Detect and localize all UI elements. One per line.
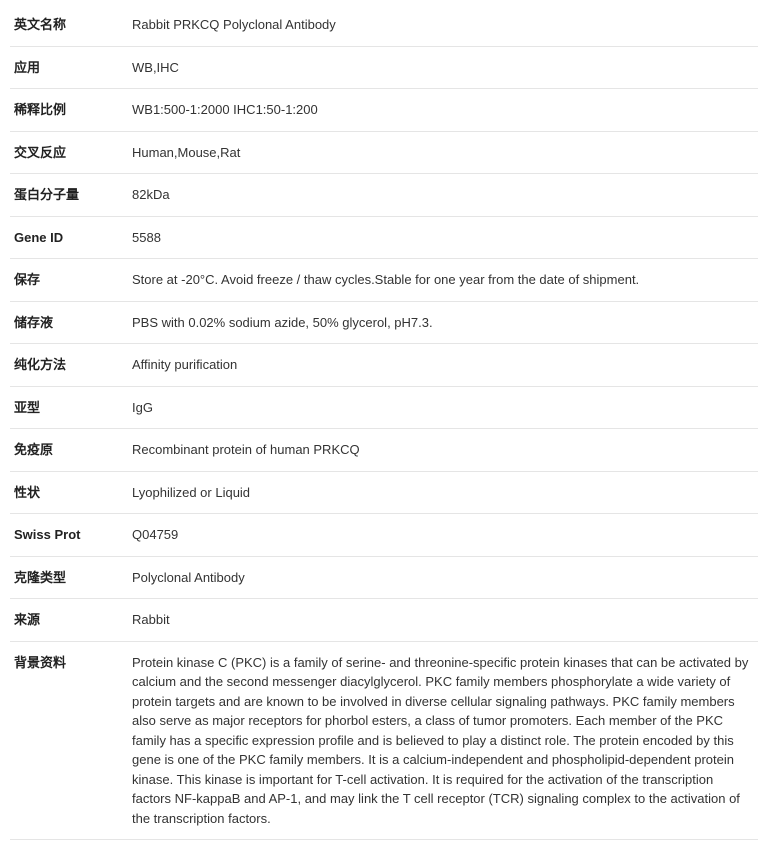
table-row: 来源Rabbit <box>10 599 758 642</box>
row-label: 储存液 <box>10 301 128 344</box>
row-value: Human,Mouse,Rat <box>128 131 758 174</box>
table-row: Gene ID5588 <box>10 216 758 259</box>
row-label: 蛋白分子量 <box>10 174 128 217</box>
table-row: 蛋白分子量82kDa <box>10 174 758 217</box>
table-row: 储存液PBS with 0.02% sodium azide, 50% glyc… <box>10 301 758 344</box>
table-row: 背景资料Protein kinase C (PKC) is a family o… <box>10 641 758 840</box>
row-label: 纯化方法 <box>10 344 128 387</box>
row-label: 保存 <box>10 259 128 302</box>
table-row: 免疫原Recombinant protein of human PRKCQ <box>10 429 758 472</box>
row-label: 性状 <box>10 471 128 514</box>
row-value: Store at -20°C. Avoid freeze / thaw cycl… <box>128 259 758 302</box>
row-label: 稀释比例 <box>10 89 128 132</box>
table-row: 英文名称Rabbit PRKCQ Polyclonal Antibody <box>10 4 758 46</box>
row-value: Recombinant protein of human PRKCQ <box>128 429 758 472</box>
table-row: 交叉反应Human,Mouse,Rat <box>10 131 758 174</box>
row-label: 来源 <box>10 599 128 642</box>
table-row: 克隆类型Polyclonal Antibody <box>10 556 758 599</box>
row-value: 5588 <box>128 216 758 259</box>
table-row: 性状Lyophilized or Liquid <box>10 471 758 514</box>
row-value: WB1:500-1:2000 IHC1:50-1:200 <box>128 89 758 132</box>
table-row: 应用WB,IHC <box>10 46 758 89</box>
row-value: Lyophilized or Liquid <box>128 471 758 514</box>
table-row: 稀释比例WB1:500-1:2000 IHC1:50-1:200 <box>10 89 758 132</box>
row-value: Affinity purification <box>128 344 758 387</box>
row-value: PBS with 0.02% sodium azide, 50% glycero… <box>128 301 758 344</box>
table-row: Swiss ProtQ04759 <box>10 514 758 557</box>
row-label: 免疫原 <box>10 429 128 472</box>
row-value: Rabbit PRKCQ Polyclonal Antibody <box>128 4 758 46</box>
row-value: 82kDa <box>128 174 758 217</box>
table-row: 保存Store at -20°C. Avoid freeze / thaw cy… <box>10 259 758 302</box>
row-label: 克隆类型 <box>10 556 128 599</box>
row-value: Protein kinase C (PKC) is a family of se… <box>128 641 758 840</box>
row-label: 背景资料 <box>10 641 128 840</box>
table-row: 亚型IgG <box>10 386 758 429</box>
row-value: WB,IHC <box>128 46 758 89</box>
spec-table-body: 英文名称Rabbit PRKCQ Polyclonal Antibody 应用W… <box>10 4 758 840</box>
row-label: 应用 <box>10 46 128 89</box>
row-label: 交叉反应 <box>10 131 128 174</box>
row-label: 亚型 <box>10 386 128 429</box>
row-label: 英文名称 <box>10 4 128 46</box>
row-label: Swiss Prot <box>10 514 128 557</box>
row-value: Rabbit <box>128 599 758 642</box>
row-value: Polyclonal Antibody <box>128 556 758 599</box>
row-value: Q04759 <box>128 514 758 557</box>
spec-table: 英文名称Rabbit PRKCQ Polyclonal Antibody 应用W… <box>10 4 758 840</box>
table-row: 纯化方法Affinity purification <box>10 344 758 387</box>
row-value: IgG <box>128 386 758 429</box>
row-label: Gene ID <box>10 216 128 259</box>
